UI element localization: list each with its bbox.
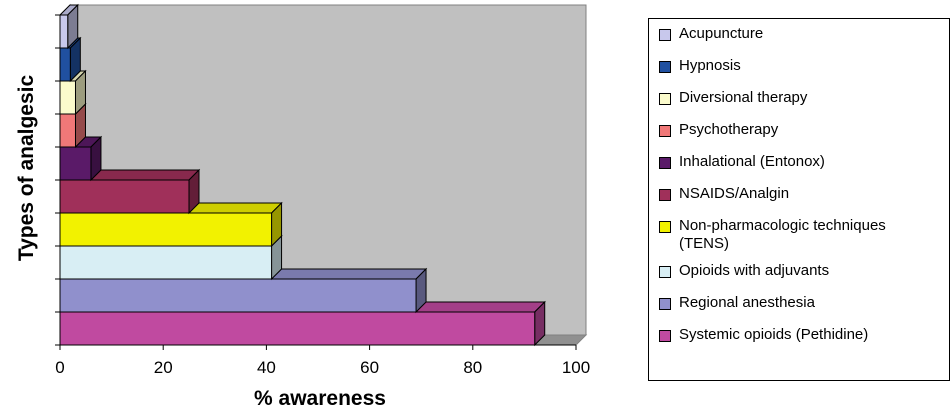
legend-swatch: [659, 189, 671, 201]
legend-swatch: [659, 221, 671, 233]
bar-front: [59, 146, 92, 181]
legend-item: Systemic opioids (Pethidine): [659, 326, 868, 344]
x-axis-title: % awareness: [254, 387, 386, 410]
bar-front: [59, 311, 536, 346]
legend-item: Regional anesthesia: [659, 294, 815, 312]
legend-label: Inhalational (Entonox): [679, 153, 825, 170]
legend-swatch: [659, 29, 671, 41]
x-tick-label: 0: [55, 358, 64, 377]
bar: [58, 3, 79, 50]
bar-front: [59, 113, 76, 148]
legend-label: Diversional therapy: [679, 89, 808, 106]
bar-front: [59, 47, 71, 82]
legend-swatch: [659, 125, 671, 137]
y-axis-title: Types of analgesic: [15, 75, 38, 262]
bar: [58, 168, 201, 215]
bar-chart: 0 20 40 60 80 100 % awareness Types of analge…: [15, 3, 590, 410]
legend: Acupuncture Hypnosis Diversional therapy Ps…: [648, 18, 950, 381]
bar-front: [59, 245, 273, 280]
legend-swatch: [659, 93, 671, 105]
bar-front: [59, 179, 190, 214]
legend-label: Hypnosis: [679, 57, 741, 74]
legend-label: Non-pharmacologic techniques (TENS): [679, 217, 886, 252]
legend-item: Hypnosis: [659, 57, 741, 75]
legend-item: Acupuncture: [659, 25, 763, 43]
bar-front: [59, 278, 417, 313]
legend-label: Opioids with adjuvants: [679, 262, 830, 279]
legend-item: Non-pharmacologic techniques (TENS): [659, 217, 886, 253]
legend-label: Acupuncture: [679, 25, 764, 42]
bar-front: [59, 212, 273, 247]
legend-swatch: [659, 61, 671, 73]
x-tick-label: 80: [463, 358, 482, 377]
bar-front: [59, 14, 69, 49]
legend-item: Diversional therapy: [659, 89, 807, 107]
legend-item: Opioids with adjuvants: [659, 262, 829, 280]
plot-group: 0 20 40 60 80 100: [55, 3, 590, 377]
x-tick-label: 60: [360, 358, 379, 377]
legend-swatch: [659, 266, 671, 278]
legend-swatch: [659, 298, 671, 310]
bar-front: [59, 80, 76, 115]
legend-item: Psychotherapy: [659, 121, 778, 139]
x-tick-label: 40: [257, 358, 276, 377]
legend-item: Inhalational (Entonox): [659, 153, 825, 171]
legend-label: Psychotherapy: [679, 121, 779, 138]
x-tick-label: 100: [562, 358, 590, 377]
legend-swatch: [659, 330, 671, 342]
legend-swatch: [659, 157, 671, 169]
x-tick-label: 20: [154, 358, 173, 377]
legend-label: Regional anesthesia: [679, 294, 815, 311]
legend-label: Systemic opioids (Pethidine): [679, 326, 869, 343]
legend-item: NSAIDS/Analgin: [659, 185, 789, 203]
legend-label: NSAIDS/Analgin: [679, 185, 790, 202]
